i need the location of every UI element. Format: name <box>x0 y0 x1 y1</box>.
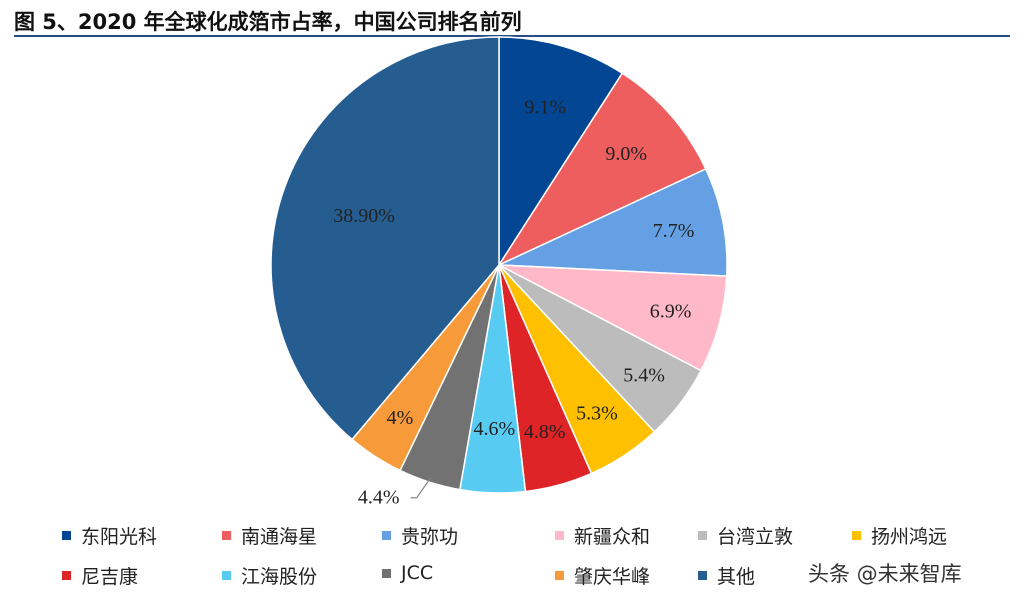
legend-item-4: 台湾立敦 <box>698 522 793 549</box>
legend-swatch <box>555 531 564 540</box>
legend-label: 肇庆华峰 <box>574 566 651 588</box>
pie-chart: 9.1% 9.0% 7.7% 6.9% 5.4%5.3% 4.8% 4.6% 4.4% 4% 38… <box>270 36 728 509</box>
title-underline <box>14 35 1010 37</box>
legend-label: 扬州鸿远 <box>871 526 948 548</box>
legend-label: 新疆众和 <box>574 526 651 548</box>
legend-label: 其他 <box>717 566 756 588</box>
slice-label-0: 9.1% <box>524 96 566 118</box>
legend-swatch <box>62 571 71 580</box>
pie-slice-2 <box>498 167 728 277</box>
legend-swatch <box>382 568 391 578</box>
legend-swatch <box>222 571 231 580</box>
pie-slice-10 <box>270 36 500 441</box>
legend-swatch <box>222 531 231 540</box>
legend-label: 尼吉康 <box>81 566 139 588</box>
figure-title: 图 5、2020 年全球化成箔市占率，中国公司排名前列 <box>14 10 522 34</box>
legend-item-7: 江海股份 <box>222 562 317 589</box>
legend-item-9: 肇庆华峰 <box>555 562 650 589</box>
slice-label-3: 6.9% <box>650 301 692 323</box>
slice-label-2: 7.7% <box>653 220 695 242</box>
legend-swatch <box>555 571 564 580</box>
legend-swatch <box>62 531 71 540</box>
slice-label-7: 4.6% <box>474 418 516 440</box>
legend-label: 南通海星 <box>241 526 318 548</box>
legend-item-3: 新疆众和 <box>555 522 650 549</box>
legend-swatch <box>382 531 391 540</box>
legend-swatch <box>698 571 707 580</box>
legend-item-5: 扬州鸿远 <box>852 522 947 549</box>
watermark-text: 头条 @未来智库 <box>808 562 962 586</box>
legend-item-0: 东阳光科 <box>62 522 157 549</box>
slice-label-1: 9.0% <box>605 143 647 165</box>
chart-legend: 东阳光科 南通海星 贵弥功 新疆众和 台湾立敦 扬州鸿远尼吉康 江海股份 JCC 肇庆华峰 其他 <box>62 520 1022 600</box>
legend-label: 东阳光科 <box>81 526 158 548</box>
legend-swatch <box>698 531 707 540</box>
slice-label-5: 5.3% <box>576 402 618 424</box>
legend-item-1: 南通海星 <box>222 522 317 549</box>
slice-label-4: 5.4% <box>623 365 665 387</box>
legend-label: 贵弥功 <box>401 526 459 548</box>
legend-item-6: 尼吉康 <box>62 562 138 589</box>
leader-line-8 <box>410 477 432 499</box>
slice-label-9: 4% <box>387 407 414 429</box>
legend-swatch <box>852 531 861 540</box>
legend-item-10: 其他 <box>698 562 755 589</box>
legend-label: 江海股份 <box>241 566 318 588</box>
legend-item-2: 贵弥功 <box>382 522 458 549</box>
slice-label-10: 38.90% <box>333 205 395 227</box>
slice-label-8: 4.4% <box>358 487 400 509</box>
legend-label: 台湾立敦 <box>717 526 794 548</box>
legend-label: JCC <box>401 562 434 584</box>
pie-slice-1 <box>496 72 707 267</box>
legend-item-8: JCC <box>382 562 433 584</box>
pie-slice-0 <box>498 36 624 268</box>
slice-label-6: 4.8% <box>524 421 566 443</box>
